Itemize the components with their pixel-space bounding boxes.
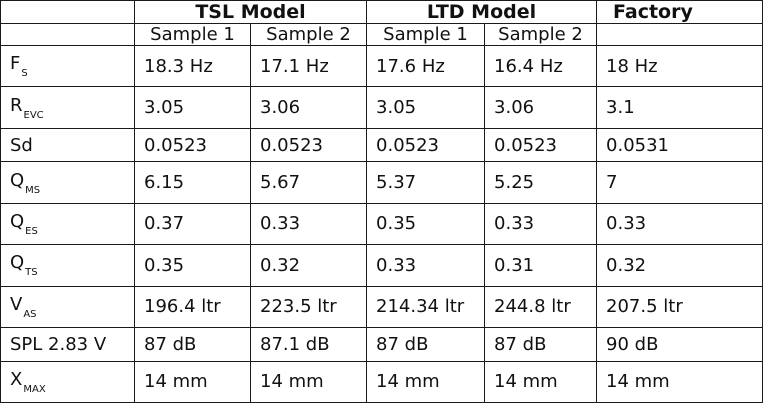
value-cell: 244.8 ltr: [484, 285, 598, 328]
value-cell: 0.32: [249, 244, 368, 287]
value-cell: 0.0523: [134, 127, 251, 163]
parameter-symbol: V: [10, 293, 23, 315]
value-cell: 7: [596, 161, 764, 204]
value-cell: 0.33: [249, 202, 368, 246]
value-cell: 87 dB: [484, 326, 598, 362]
value-cell: 0.33: [596, 202, 764, 246]
value-cell: 3.05: [366, 86, 486, 129]
table-row: SPL 2.83 V 87 dB 87.1 dB 87 dB 87 dB 90 dB: [0, 326, 764, 362]
parameter-subscript: S: [21, 68, 28, 80]
parameter-subscript: EVC: [23, 109, 44, 121]
table-row: FS 18.3 Hz 17.1 Hz 17.6 Hz 16.4 Hz 18 Hz: [0, 44, 764, 88]
value-cell: 5.37: [366, 161, 486, 204]
table-row: QMS 6.15 5.67 5.37 5.25 7: [0, 161, 764, 204]
parameter-label: QTS: [0, 244, 135, 287]
value-cell: 0.31: [484, 244, 598, 287]
sample-header-cell: Sample 1: [134, 23, 251, 46]
parameter-subscript: TS: [25, 267, 38, 279]
sample-header-cell: [596, 23, 764, 46]
parameter-symbol: Q: [10, 252, 25, 274]
value-cell: 0.0523: [366, 127, 486, 163]
parameter-label: XMAX: [0, 360, 135, 404]
group-header-row: TSL Model LTD Model Factory: [0, 0, 764, 24]
sample-header-row: Sample 1 Sample 2 Sample 1 Sample 2: [0, 23, 764, 46]
value-cell: 0.37: [134, 202, 251, 246]
value-cell: 3.06: [484, 86, 598, 129]
value-cell: 6.15: [134, 161, 251, 204]
value-cell: 18 Hz: [596, 44, 764, 88]
value-cell: 0.33: [366, 244, 486, 287]
value-cell: 87 dB: [366, 326, 486, 362]
value-cell: 16.4 Hz: [484, 44, 598, 88]
parameter-label: REVC: [0, 86, 135, 129]
value-cell: 5.25: [484, 161, 598, 204]
group-header-tsl: TSL Model: [133, 0, 368, 24]
parameter-symbol: Q: [10, 210, 25, 232]
table-row: XMAX 14 mm 14 mm 14 mm 14 mm 14 mm: [0, 360, 764, 404]
value-cell: 17.1 Hz: [249, 44, 368, 88]
parameter-symbol: Sd: [10, 134, 33, 156]
parameter-symbol: Q: [10, 169, 25, 191]
value-cell: 5.67: [249, 161, 368, 204]
value-cell: 3.06: [249, 86, 368, 129]
parameter-symbol: X: [10, 368, 23, 390]
parameter-symbol: R: [10, 94, 23, 116]
value-cell: 0.0523: [484, 127, 598, 163]
value-cell: 14 mm: [249, 360, 368, 404]
group-header-factory: Factory: [596, 0, 764, 24]
parameter-label: VAS: [0, 285, 135, 328]
parameter-symbol: SPL 2.83 V: [10, 333, 107, 355]
parameter-subscript: AS: [23, 308, 37, 320]
value-cell: 14 mm: [596, 360, 764, 404]
parameter-label: QMS: [0, 161, 135, 204]
parameter-label: FS: [0, 44, 135, 88]
parameter-subscript: MAX: [23, 383, 46, 395]
value-cell: 3.1: [596, 86, 764, 129]
value-cell: 207.5 ltr: [596, 285, 764, 328]
corner-cell: [0, 0, 135, 24]
table-row: Sd 0.0523 0.0523 0.0523 0.0523 0.0531: [0, 127, 764, 163]
parameter-subscript: ES: [25, 225, 38, 237]
sample-header-cell: Sample 1: [366, 23, 486, 46]
parameter-symbol: F: [10, 53, 21, 75]
group-header-ltd: LTD Model: [366, 0, 598, 24]
parameter-label: Sd: [0, 127, 135, 163]
value-cell: 17.6 Hz: [366, 44, 486, 88]
sample-header-cell: Sample 2: [484, 23, 598, 46]
table-row: QES 0.37 0.33 0.35 0.33 0.33: [0, 202, 764, 246]
value-cell: 0.35: [134, 244, 251, 287]
value-cell: 18.3 Hz: [134, 44, 251, 88]
value-cell: 196.4 ltr: [134, 285, 251, 328]
sample-corner-cell: [0, 23, 135, 46]
sample-header-cell: Sample 2: [249, 23, 368, 46]
table-row: VAS 196.4 ltr 223.5 ltr 214.34 ltr 244.8 ltr…: [0, 285, 764, 328]
parameter-subscript: MS: [25, 184, 41, 196]
value-cell: 0.33: [484, 202, 598, 246]
value-cell: 87 dB: [134, 326, 251, 362]
table-body: FS 18.3 Hz 17.1 Hz 17.6 Hz 16.4 Hz 18 Hz REVC 3…: [0, 44, 764, 404]
value-cell: 0.32: [596, 244, 764, 287]
value-cell: 87.1 dB: [249, 326, 368, 362]
value-cell: 0.35: [366, 202, 486, 246]
value-cell: 14 mm: [484, 360, 598, 404]
parameter-label: SPL 2.83 V: [0, 326, 135, 362]
value-cell: 14 mm: [366, 360, 486, 404]
table-header: TSL Model LTD Model Factory Sample 1 Sam…: [0, 0, 764, 46]
value-cell: 90 dB: [596, 326, 764, 362]
table-row: QTS 0.35 0.32 0.33 0.31 0.32: [0, 244, 764, 287]
value-cell: 223.5 ltr: [249, 285, 368, 328]
value-cell: 0.0531: [596, 127, 764, 163]
table-row: REVC 3.05 3.06 3.05 3.06 3.1: [0, 86, 764, 129]
value-cell: 214.34 ltr: [366, 285, 486, 328]
value-cell: 3.05: [134, 86, 251, 129]
value-cell: 14 mm: [134, 360, 251, 404]
parameter-label: QES: [0, 202, 135, 246]
value-cell: 0.0523: [249, 127, 368, 163]
